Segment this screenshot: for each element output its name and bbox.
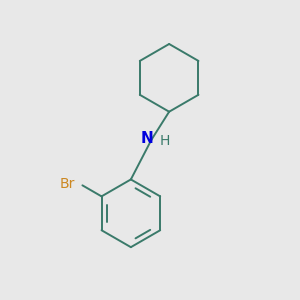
Text: N: N: [141, 131, 153, 146]
Text: Br: Br: [60, 177, 75, 191]
Text: H: H: [160, 134, 170, 148]
